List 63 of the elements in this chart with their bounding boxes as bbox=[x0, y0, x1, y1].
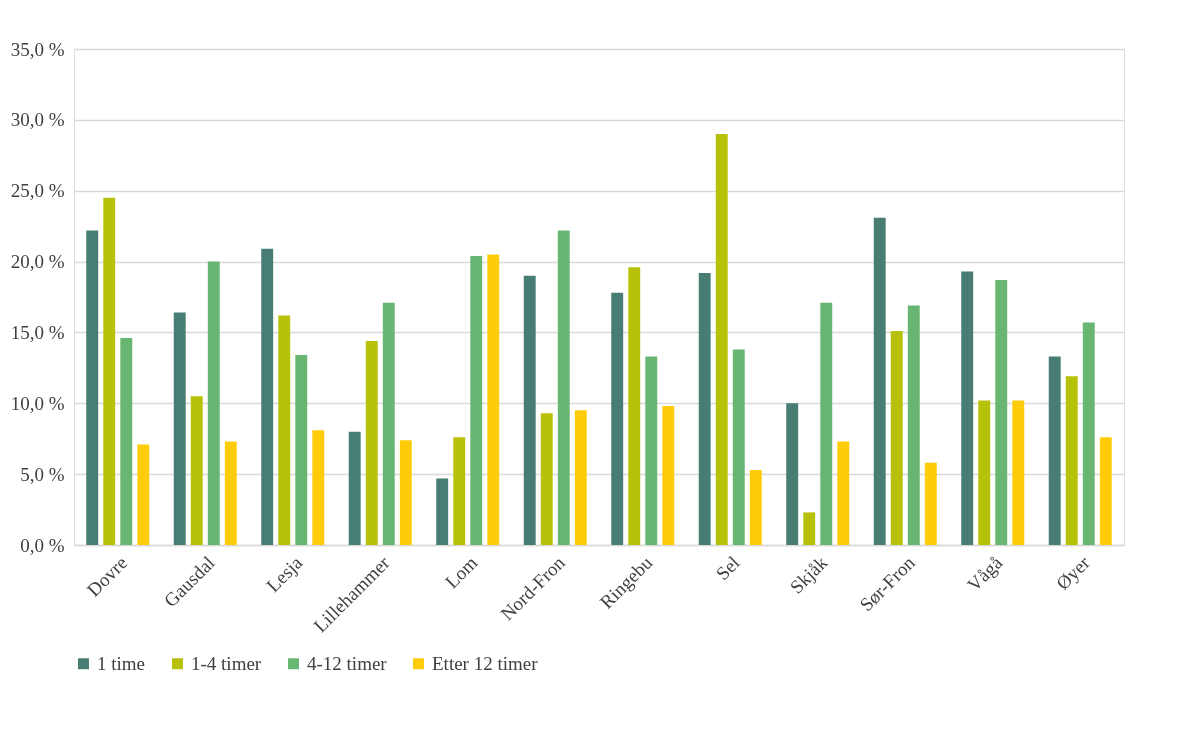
bar bbox=[611, 292, 624, 545]
bar bbox=[137, 444, 150, 545]
bar bbox=[732, 349, 745, 545]
bar bbox=[487, 254, 500, 545]
bar bbox=[628, 267, 641, 545]
x-tick-label: Vågå bbox=[962, 551, 1007, 596]
bar bbox=[261, 248, 274, 545]
bar bbox=[574, 410, 587, 545]
legend-label: Etter 12 timer bbox=[432, 652, 539, 674]
y-tick-label: 5,0 % bbox=[20, 463, 65, 485]
bar bbox=[961, 271, 974, 545]
bar bbox=[103, 197, 116, 545]
bar bbox=[890, 331, 903, 545]
bar bbox=[224, 441, 237, 545]
bar bbox=[382, 302, 395, 545]
bar bbox=[207, 261, 220, 545]
bar bbox=[1065, 376, 1078, 545]
bar bbox=[278, 315, 291, 545]
bar bbox=[820, 302, 833, 545]
legend-label: 1-4 timer bbox=[191, 652, 262, 674]
bar bbox=[86, 230, 99, 545]
bar bbox=[978, 400, 991, 545]
bar bbox=[453, 437, 466, 545]
bar bbox=[470, 255, 483, 545]
bar bbox=[348, 431, 361, 545]
bar bbox=[1012, 400, 1025, 545]
bar bbox=[715, 134, 728, 545]
y-tick-label: 35,0 % bbox=[10, 38, 65, 60]
bar bbox=[173, 312, 186, 545]
bar bbox=[924, 462, 937, 545]
y-tick-label: 30,0 % bbox=[10, 109, 65, 131]
bar bbox=[645, 356, 658, 545]
legend-label: 1 time bbox=[97, 652, 146, 674]
bar bbox=[436, 478, 449, 545]
bar bbox=[803, 512, 816, 545]
bar bbox=[662, 406, 675, 545]
y-tick-label: 10,0 % bbox=[10, 392, 65, 414]
bar bbox=[995, 279, 1008, 545]
bar bbox=[698, 272, 711, 545]
bar bbox=[873, 217, 886, 545]
bar bbox=[1048, 356, 1061, 545]
legend-label: 4-12 timer bbox=[307, 652, 388, 674]
bar bbox=[837, 441, 850, 545]
bar bbox=[749, 469, 762, 545]
bar bbox=[523, 275, 536, 545]
bar bbox=[190, 396, 203, 545]
bar bbox=[295, 355, 308, 545]
bar bbox=[540, 413, 553, 545]
y-tick-label: 0,0 % bbox=[20, 534, 65, 556]
x-tick-label: Lom bbox=[440, 551, 482, 593]
bar bbox=[399, 440, 412, 545]
bar bbox=[1082, 322, 1095, 545]
y-tick-label: 15,0 % bbox=[10, 321, 65, 343]
bar bbox=[1099, 437, 1112, 545]
bar bbox=[120, 338, 133, 545]
y-tick-label: 20,0 % bbox=[10, 251, 65, 273]
bar bbox=[907, 305, 920, 545]
y-tick-label: 25,0 % bbox=[10, 180, 65, 202]
bar bbox=[557, 230, 570, 545]
bar bbox=[365, 340, 378, 545]
bar bbox=[312, 430, 325, 545]
x-tick-label: Sel bbox=[711, 552, 744, 585]
bar bbox=[786, 403, 799, 545]
